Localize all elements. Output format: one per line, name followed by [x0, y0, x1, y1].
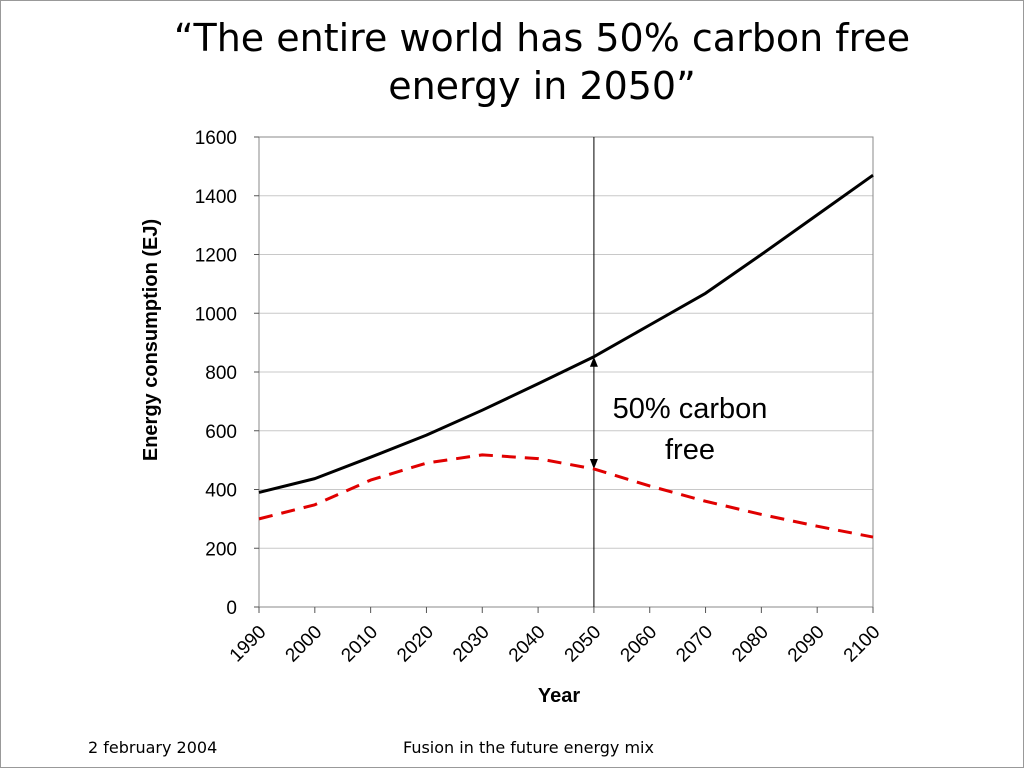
y-tick-label: 0	[226, 598, 237, 619]
y-axis-title: Energy consumption (EJ)	[140, 219, 162, 461]
x-axis-title: Year	[538, 685, 580, 707]
y-tick-label: 400	[205, 481, 237, 502]
x-tick-label: 2060	[617, 622, 662, 667]
x-tick-label: 2020	[393, 622, 438, 667]
x-tick-label: 2090	[784, 622, 829, 667]
y-tick-label: 1400	[195, 187, 237, 208]
series-line-total	[258, 173, 874, 494]
x-tick-label: 2100	[840, 622, 885, 667]
slide-title-line-1: “The entire world has 50% carbon free	[173, 16, 911, 60]
marker-layer	[589, 137, 598, 607]
slide-title: “The entire world has 50% carbon free en…	[60, 14, 1024, 110]
y-tick-label: 600	[205, 422, 237, 443]
slide-title-line-2: energy in 2050”	[388, 64, 696, 108]
x-tick-label: 1990	[226, 622, 271, 667]
y-tick-label: 1000	[195, 304, 237, 325]
y-tick-label: 1200	[195, 246, 237, 267]
y-tick-label: 200	[205, 539, 237, 560]
x-tick-label: 2080	[728, 622, 773, 667]
series-layer	[258, 173, 874, 539]
grid-layer	[259, 195, 873, 549]
x-tick-label: 2000	[282, 622, 327, 667]
annotation-line-1: 50% carbon	[613, 393, 768, 425]
y-tick-label: 1600	[195, 128, 237, 149]
series-line-carbon-emitting	[258, 453, 874, 539]
y-tick-label: 800	[205, 363, 237, 384]
annotation-line-2: free	[665, 434, 715, 466]
x-tick-label: 2030	[449, 622, 494, 667]
arrow-head-down	[589, 458, 598, 469]
footer-title: Fusion in the future energy mix	[403, 738, 654, 757]
x-tick-label: 2050	[561, 622, 606, 667]
x-tick-label: 2070	[672, 622, 717, 667]
x-tick-label: 2010	[337, 622, 382, 667]
x-tick-label: 2040	[505, 622, 550, 667]
footer-date: 2 february 2004	[88, 738, 218, 757]
arrow-head-up	[589, 356, 598, 367]
axis-layer: 0 200 400 600 800 1000 1200 1400 1600 1990 2000 201…	[195, 128, 885, 666]
